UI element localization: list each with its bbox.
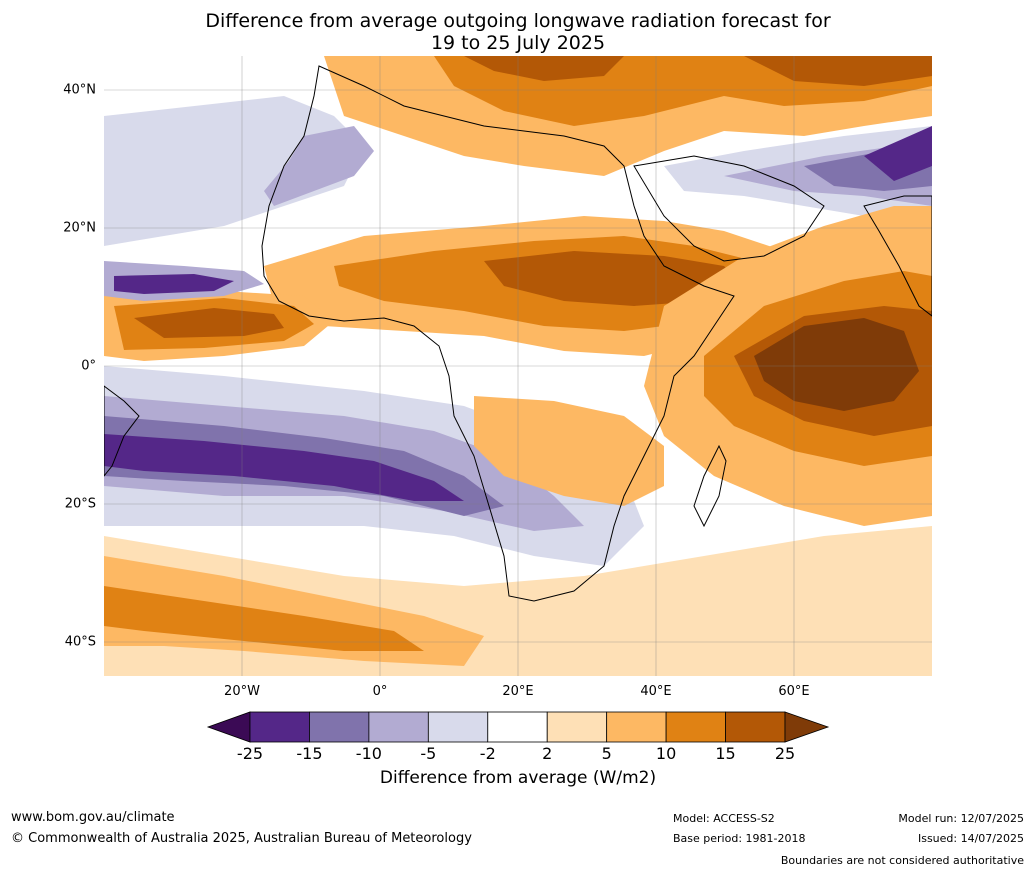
disclaimer-text: Boundaries are not considered authoritat…: [780, 854, 1024, 867]
copyright-text: © Commonwealth of Australia 2025, Austra…: [11, 831, 472, 846]
n-atlantic-cool-core: [264, 126, 374, 206]
website-text: www.bom.gov.au/climate: [11, 810, 175, 825]
s-atlantic-cool-very-strong: [104, 434, 464, 501]
lon-label-20w: 20°W: [224, 684, 260, 699]
issued-text: Issued: 14/07/2025: [917, 832, 1024, 845]
india-outline: [863, 195, 932, 317]
title-line-2: 19 to 25 July 2025: [430, 32, 606, 54]
colorbar-bin: [665, 711, 726, 743]
lat-label-0: 0°: [81, 358, 96, 374]
title-line-1: Difference from average outgoing longwav…: [205, 10, 831, 32]
model-run-text: Model run: 12/07/2025: [898, 812, 1024, 825]
colorbar-extend-low: [206, 711, 251, 743]
colorbar-tick-label: -25: [236, 744, 264, 763]
colorbar-tick-label: 25: [774, 744, 796, 763]
med-very-hot-region: [464, 56, 932, 86]
lat-label-40s: 40°S: [64, 634, 96, 650]
colorbar-tick-label: 5: [601, 744, 612, 763]
arabia-outline: [633, 155, 825, 262]
arabia-very-strong-cool: [864, 126, 932, 181]
lat-label-20n: 20°N: [63, 220, 96, 236]
colorbar-tick-label: 2: [542, 744, 553, 763]
anomaly-map: [104, 56, 932, 676]
colorbar-bin: [487, 711, 548, 743]
colorbar-bin: [368, 711, 429, 743]
lon-label-0: 0°: [372, 684, 388, 699]
lon-label-40e: 40°E: [640, 684, 672, 699]
colorbar-title: Difference from average (W/m2): [379, 768, 657, 788]
sahel-very-hot-region: [484, 251, 744, 306]
colorbar-bin: [725, 711, 786, 743]
colorbar-tick-label: 15: [715, 744, 736, 763]
colorbar-bin: [427, 711, 489, 743]
colorbar-tick-label: 10: [655, 744, 677, 763]
colorbar-bin: [249, 711, 310, 743]
colorbar-bin: [606, 711, 667, 743]
indian-ocean-extreme-region: [754, 318, 919, 411]
south-america-outline: [104, 385, 140, 477]
lon-label-60e: 60°E: [778, 684, 810, 699]
colorbar-tick-label: -10: [355, 744, 382, 763]
base-period-text: Base period: 1981-2018: [673, 832, 806, 845]
model-text: Model: ACCESS-S2: [673, 812, 775, 825]
colorbar-tick-label: -15: [296, 744, 323, 763]
lat-label-20s: 20°S: [64, 496, 96, 512]
lat-label-40n: 40°N: [63, 82, 96, 98]
s-africa-warm-region: [474, 396, 664, 506]
madagascar-outline: [693, 444, 727, 528]
graticule: [104, 56, 932, 676]
colorbar-bin: [309, 711, 370, 743]
trop-atlantic-very-hot-region: [134, 308, 284, 338]
africa-coastline: [261, 65, 735, 602]
atlantic-cool-streak-core: [114, 274, 234, 294]
n-atlantic-cool-region: [104, 96, 364, 246]
map-title: Difference from average outgoing longwav…: [104, 10, 932, 54]
lon-label-20e: 20°E: [502, 684, 534, 699]
colorbar-bin: [546, 711, 608, 743]
colorbar-extend-high: [784, 711, 830, 743]
map-canvas: [104, 56, 932, 676]
southern-very-hot-region: [104, 586, 424, 651]
colorbar-tick-label: -5: [420, 744, 437, 763]
colorbar-tick-label: -2: [479, 744, 496, 763]
